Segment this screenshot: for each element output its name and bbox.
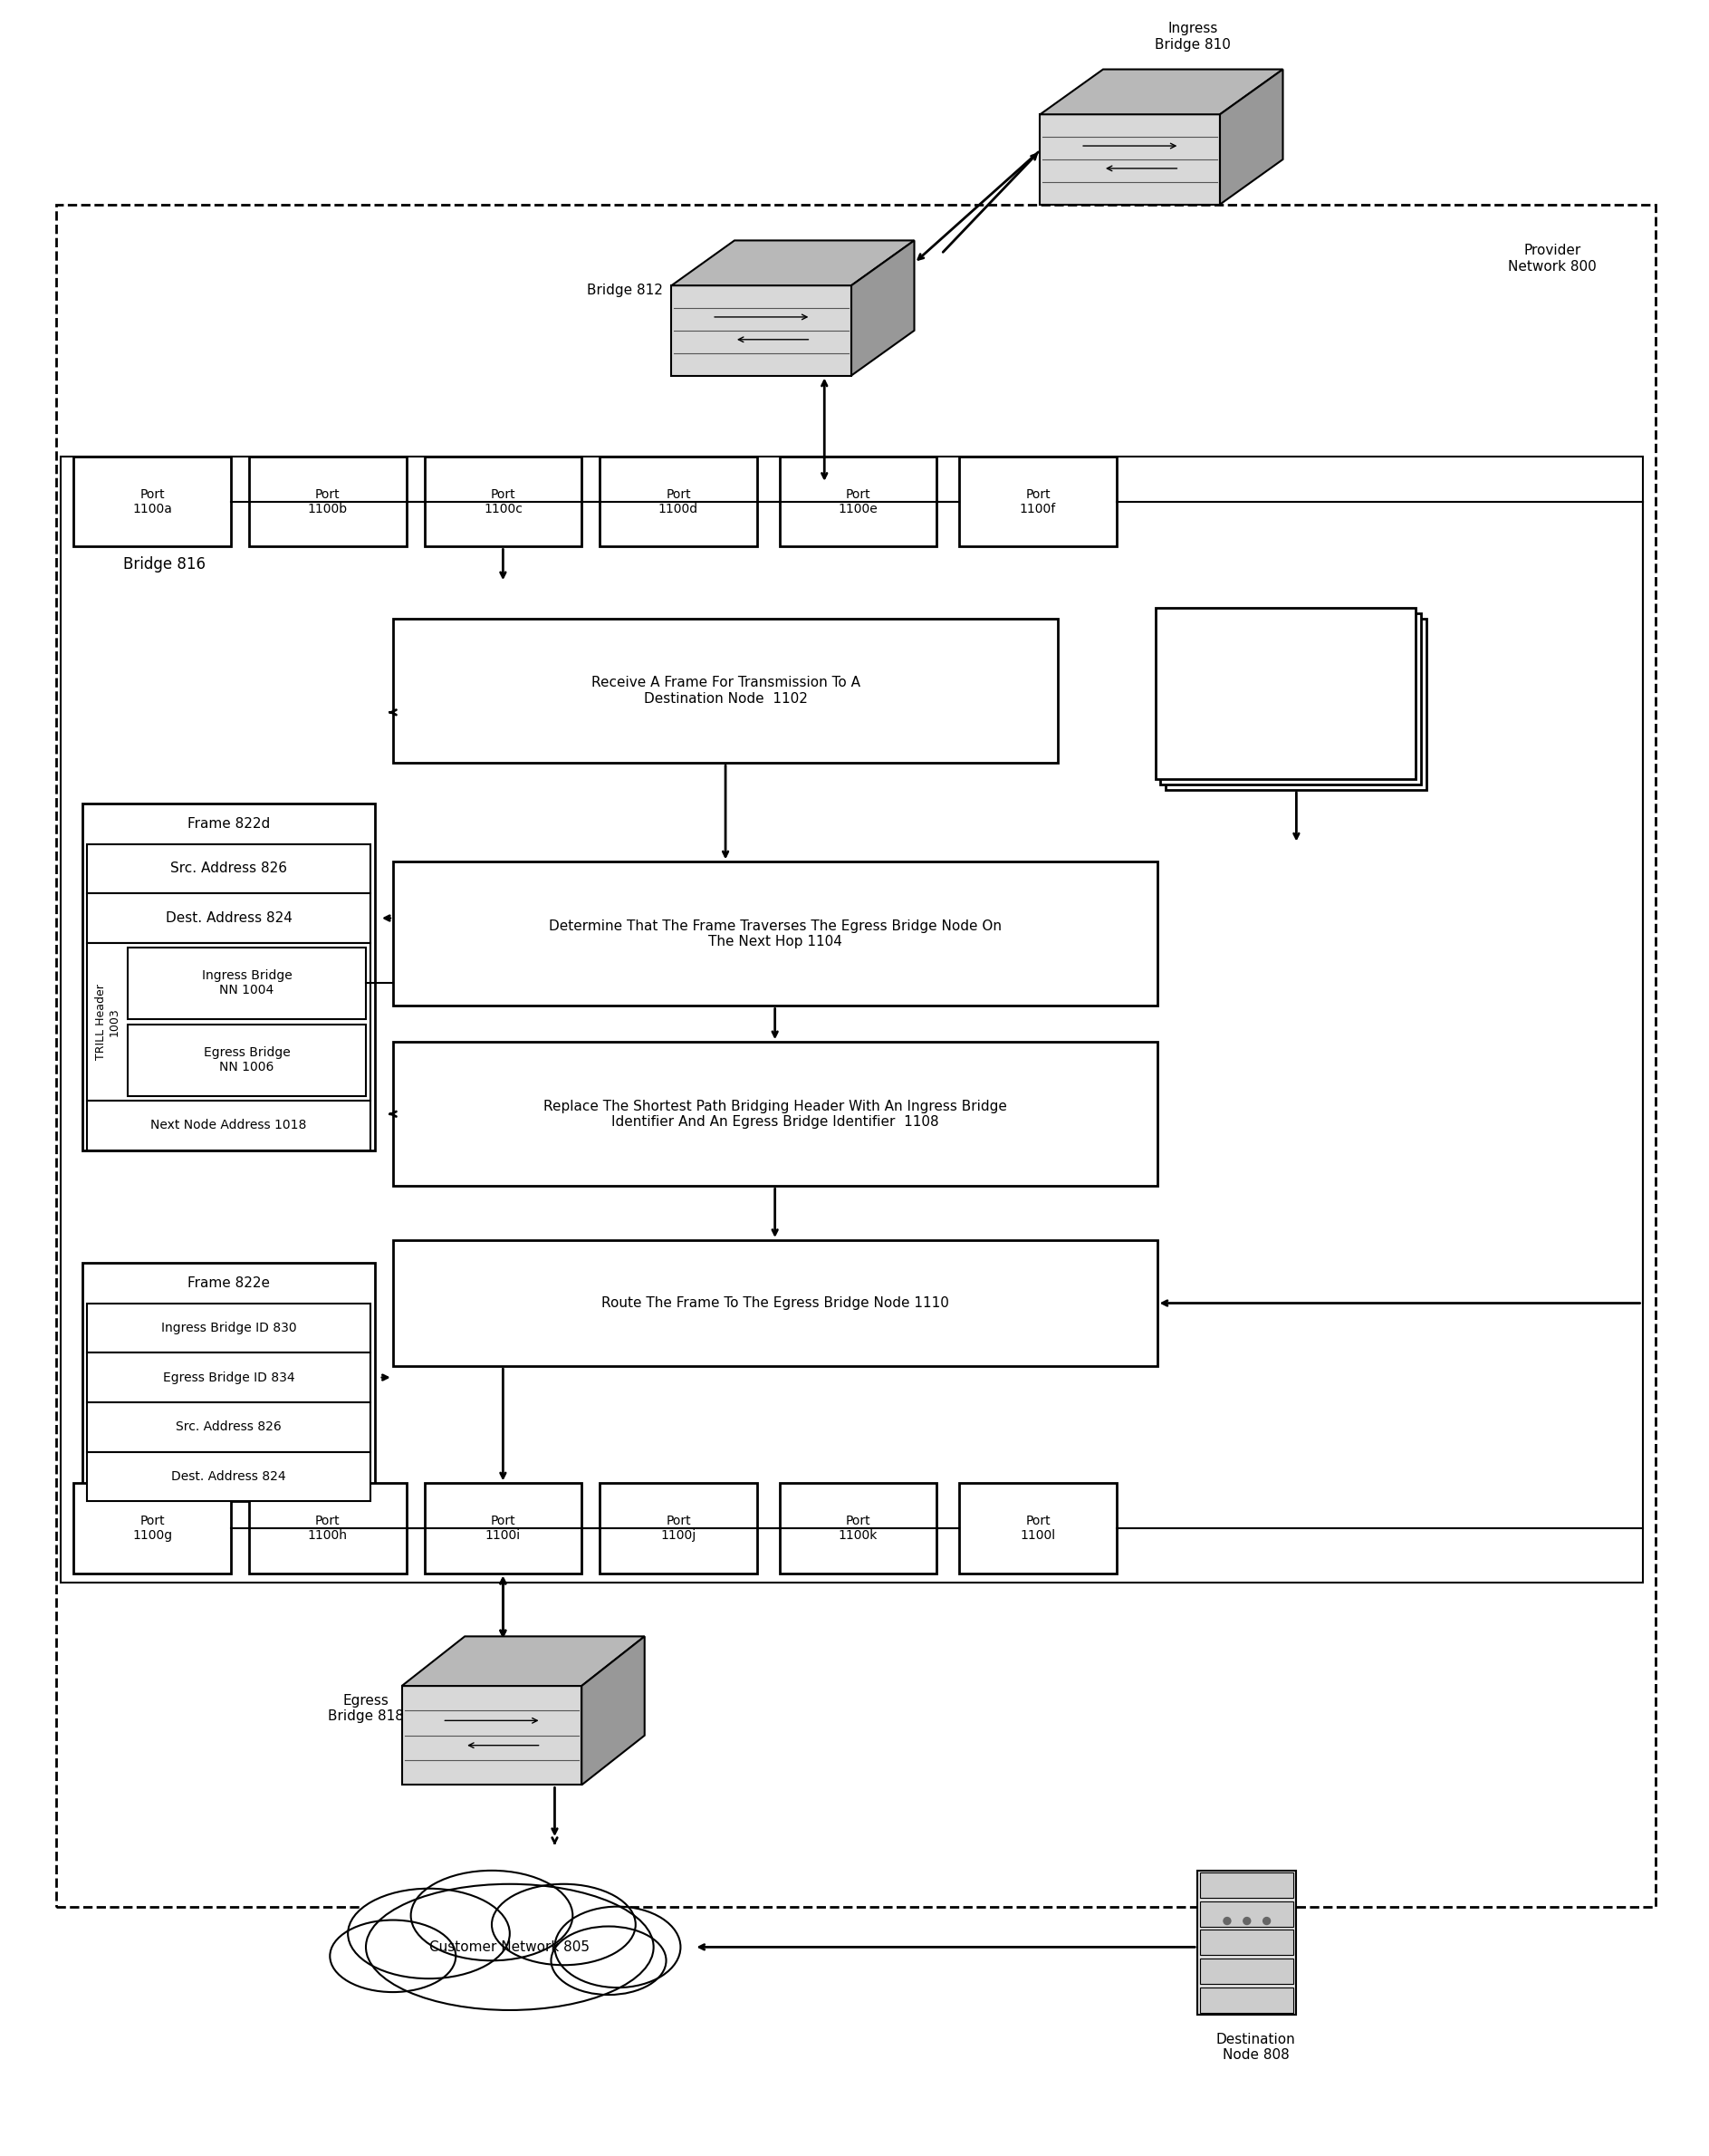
FancyBboxPatch shape	[959, 1483, 1116, 1574]
Text: Bridge 816: Bridge 816	[123, 556, 205, 573]
Text: Forwarding
Tables 1106: Forwarding Tables 1106	[1254, 690, 1338, 718]
Text: Replace The Shortest Path Bridging Header With An Ingress Bridge
Identifier And : Replace The Shortest Path Bridging Heade…	[543, 1100, 1007, 1130]
Circle shape	[1224, 1917, 1230, 1925]
Polygon shape	[851, 241, 914, 375]
FancyBboxPatch shape	[1198, 1871, 1297, 2014]
Text: Port
1100g: Port 1100g	[132, 1516, 173, 1542]
Ellipse shape	[555, 1906, 680, 1988]
Polygon shape	[1220, 69, 1283, 205]
FancyBboxPatch shape	[128, 946, 366, 1020]
Text: Port
1100d: Port 1100d	[658, 487, 699, 515]
Text: Port
1100h: Port 1100h	[308, 1516, 347, 1542]
Text: Next Node Address 1018: Next Node Address 1018	[150, 1119, 308, 1132]
FancyBboxPatch shape	[82, 1263, 374, 1501]
Polygon shape	[581, 1636, 644, 1785]
Text: Port
1100i: Port 1100i	[485, 1516, 521, 1542]
Text: Bridge 812: Bridge 812	[586, 282, 663, 298]
FancyBboxPatch shape	[73, 457, 231, 548]
FancyBboxPatch shape	[600, 1483, 757, 1574]
Ellipse shape	[410, 1871, 573, 1960]
FancyBboxPatch shape	[393, 862, 1157, 1007]
Text: Destination
Node 808: Destination Node 808	[1217, 2033, 1295, 2061]
Text: Provider
Network 800: Provider Network 800	[1509, 244, 1596, 274]
Polygon shape	[672, 285, 851, 375]
FancyBboxPatch shape	[1200, 1902, 1294, 1925]
FancyBboxPatch shape	[424, 457, 581, 548]
Text: Dest. Address 824: Dest. Address 824	[166, 912, 292, 925]
Text: Frame 822e: Frame 822e	[188, 1276, 270, 1289]
FancyBboxPatch shape	[393, 619, 1058, 763]
Ellipse shape	[349, 1889, 509, 1979]
FancyBboxPatch shape	[1200, 1988, 1294, 2014]
FancyBboxPatch shape	[779, 1483, 937, 1574]
FancyBboxPatch shape	[60, 457, 1642, 1583]
Text: TRILL Header
1003: TRILL Header 1003	[96, 983, 121, 1061]
Polygon shape	[402, 1686, 581, 1785]
FancyBboxPatch shape	[250, 1483, 407, 1574]
FancyBboxPatch shape	[393, 1240, 1157, 1367]
Polygon shape	[672, 241, 914, 285]
Text: Port
1100k: Port 1100k	[839, 1516, 878, 1542]
Ellipse shape	[366, 1884, 653, 2009]
Text: Port
1100a: Port 1100a	[133, 487, 173, 515]
FancyBboxPatch shape	[1200, 1960, 1294, 1984]
Text: Port
1100b: Port 1100b	[308, 487, 347, 515]
FancyBboxPatch shape	[56, 205, 1656, 1906]
FancyBboxPatch shape	[82, 804, 374, 1149]
Text: Egress Bridge
NN 1006: Egress Bridge NN 1006	[203, 1046, 291, 1074]
Text: Port
1100f: Port 1100f	[1020, 487, 1056, 515]
FancyBboxPatch shape	[959, 457, 1116, 548]
FancyBboxPatch shape	[424, 1483, 581, 1574]
Polygon shape	[1041, 69, 1283, 114]
FancyBboxPatch shape	[87, 893, 371, 942]
FancyBboxPatch shape	[600, 457, 757, 548]
FancyBboxPatch shape	[87, 1401, 371, 1451]
FancyBboxPatch shape	[87, 1352, 371, 1401]
Circle shape	[1263, 1917, 1270, 1925]
FancyBboxPatch shape	[87, 1100, 371, 1149]
FancyBboxPatch shape	[779, 457, 937, 548]
Text: Frame 822d: Frame 822d	[188, 817, 270, 830]
FancyBboxPatch shape	[393, 1041, 1157, 1186]
FancyBboxPatch shape	[87, 1302, 371, 1352]
Text: Ingress Bridge
NN 1004: Ingress Bridge NN 1004	[202, 970, 292, 996]
FancyBboxPatch shape	[1155, 608, 1417, 778]
Text: Port
1100l: Port 1100l	[1020, 1516, 1056, 1542]
FancyBboxPatch shape	[87, 843, 371, 893]
Circle shape	[1244, 1917, 1251, 1925]
Text: Determine That The Frame Traverses The Egress Bridge Node On
The Next Hop 1104: Determine That The Frame Traverses The E…	[549, 918, 1001, 949]
Text: Port
1100c: Port 1100c	[484, 487, 523, 515]
Text: Egress
Bridge 818: Egress Bridge 818	[328, 1695, 403, 1723]
Text: Port
1100e: Port 1100e	[839, 487, 878, 515]
FancyBboxPatch shape	[1166, 619, 1427, 789]
Text: Dest. Address 824: Dest. Address 824	[171, 1470, 285, 1483]
Text: Route The Frame To The Egress Bridge Node 1110: Route The Frame To The Egress Bridge Nod…	[602, 1296, 948, 1311]
Ellipse shape	[330, 1921, 456, 1992]
Text: Customer Network 805: Customer Network 805	[429, 1940, 590, 1953]
FancyBboxPatch shape	[1200, 1930, 1294, 1955]
FancyBboxPatch shape	[73, 1483, 231, 1574]
Text: Ingress
Bridge 810: Ingress Bridge 810	[1155, 22, 1230, 52]
FancyBboxPatch shape	[1200, 1871, 1294, 1897]
Text: Port
1100j: Port 1100j	[660, 1516, 696, 1542]
Text: Egress Bridge ID 834: Egress Bridge ID 834	[162, 1371, 294, 1384]
FancyBboxPatch shape	[250, 457, 407, 548]
FancyBboxPatch shape	[1160, 612, 1422, 785]
Ellipse shape	[550, 1925, 667, 1994]
Polygon shape	[402, 1636, 644, 1686]
Text: Src. Address 826: Src. Address 826	[176, 1421, 282, 1434]
Text: Ingress Bridge ID 830: Ingress Bridge ID 830	[161, 1322, 297, 1335]
Polygon shape	[1041, 114, 1220, 205]
FancyBboxPatch shape	[87, 942, 371, 1100]
Ellipse shape	[492, 1884, 636, 1964]
FancyBboxPatch shape	[128, 1024, 366, 1095]
FancyBboxPatch shape	[87, 1451, 371, 1501]
Text: Src. Address 826: Src. Address 826	[171, 862, 287, 875]
Text: Receive A Frame For Transmission To A
Destination Node  1102: Receive A Frame For Transmission To A De…	[591, 677, 860, 705]
